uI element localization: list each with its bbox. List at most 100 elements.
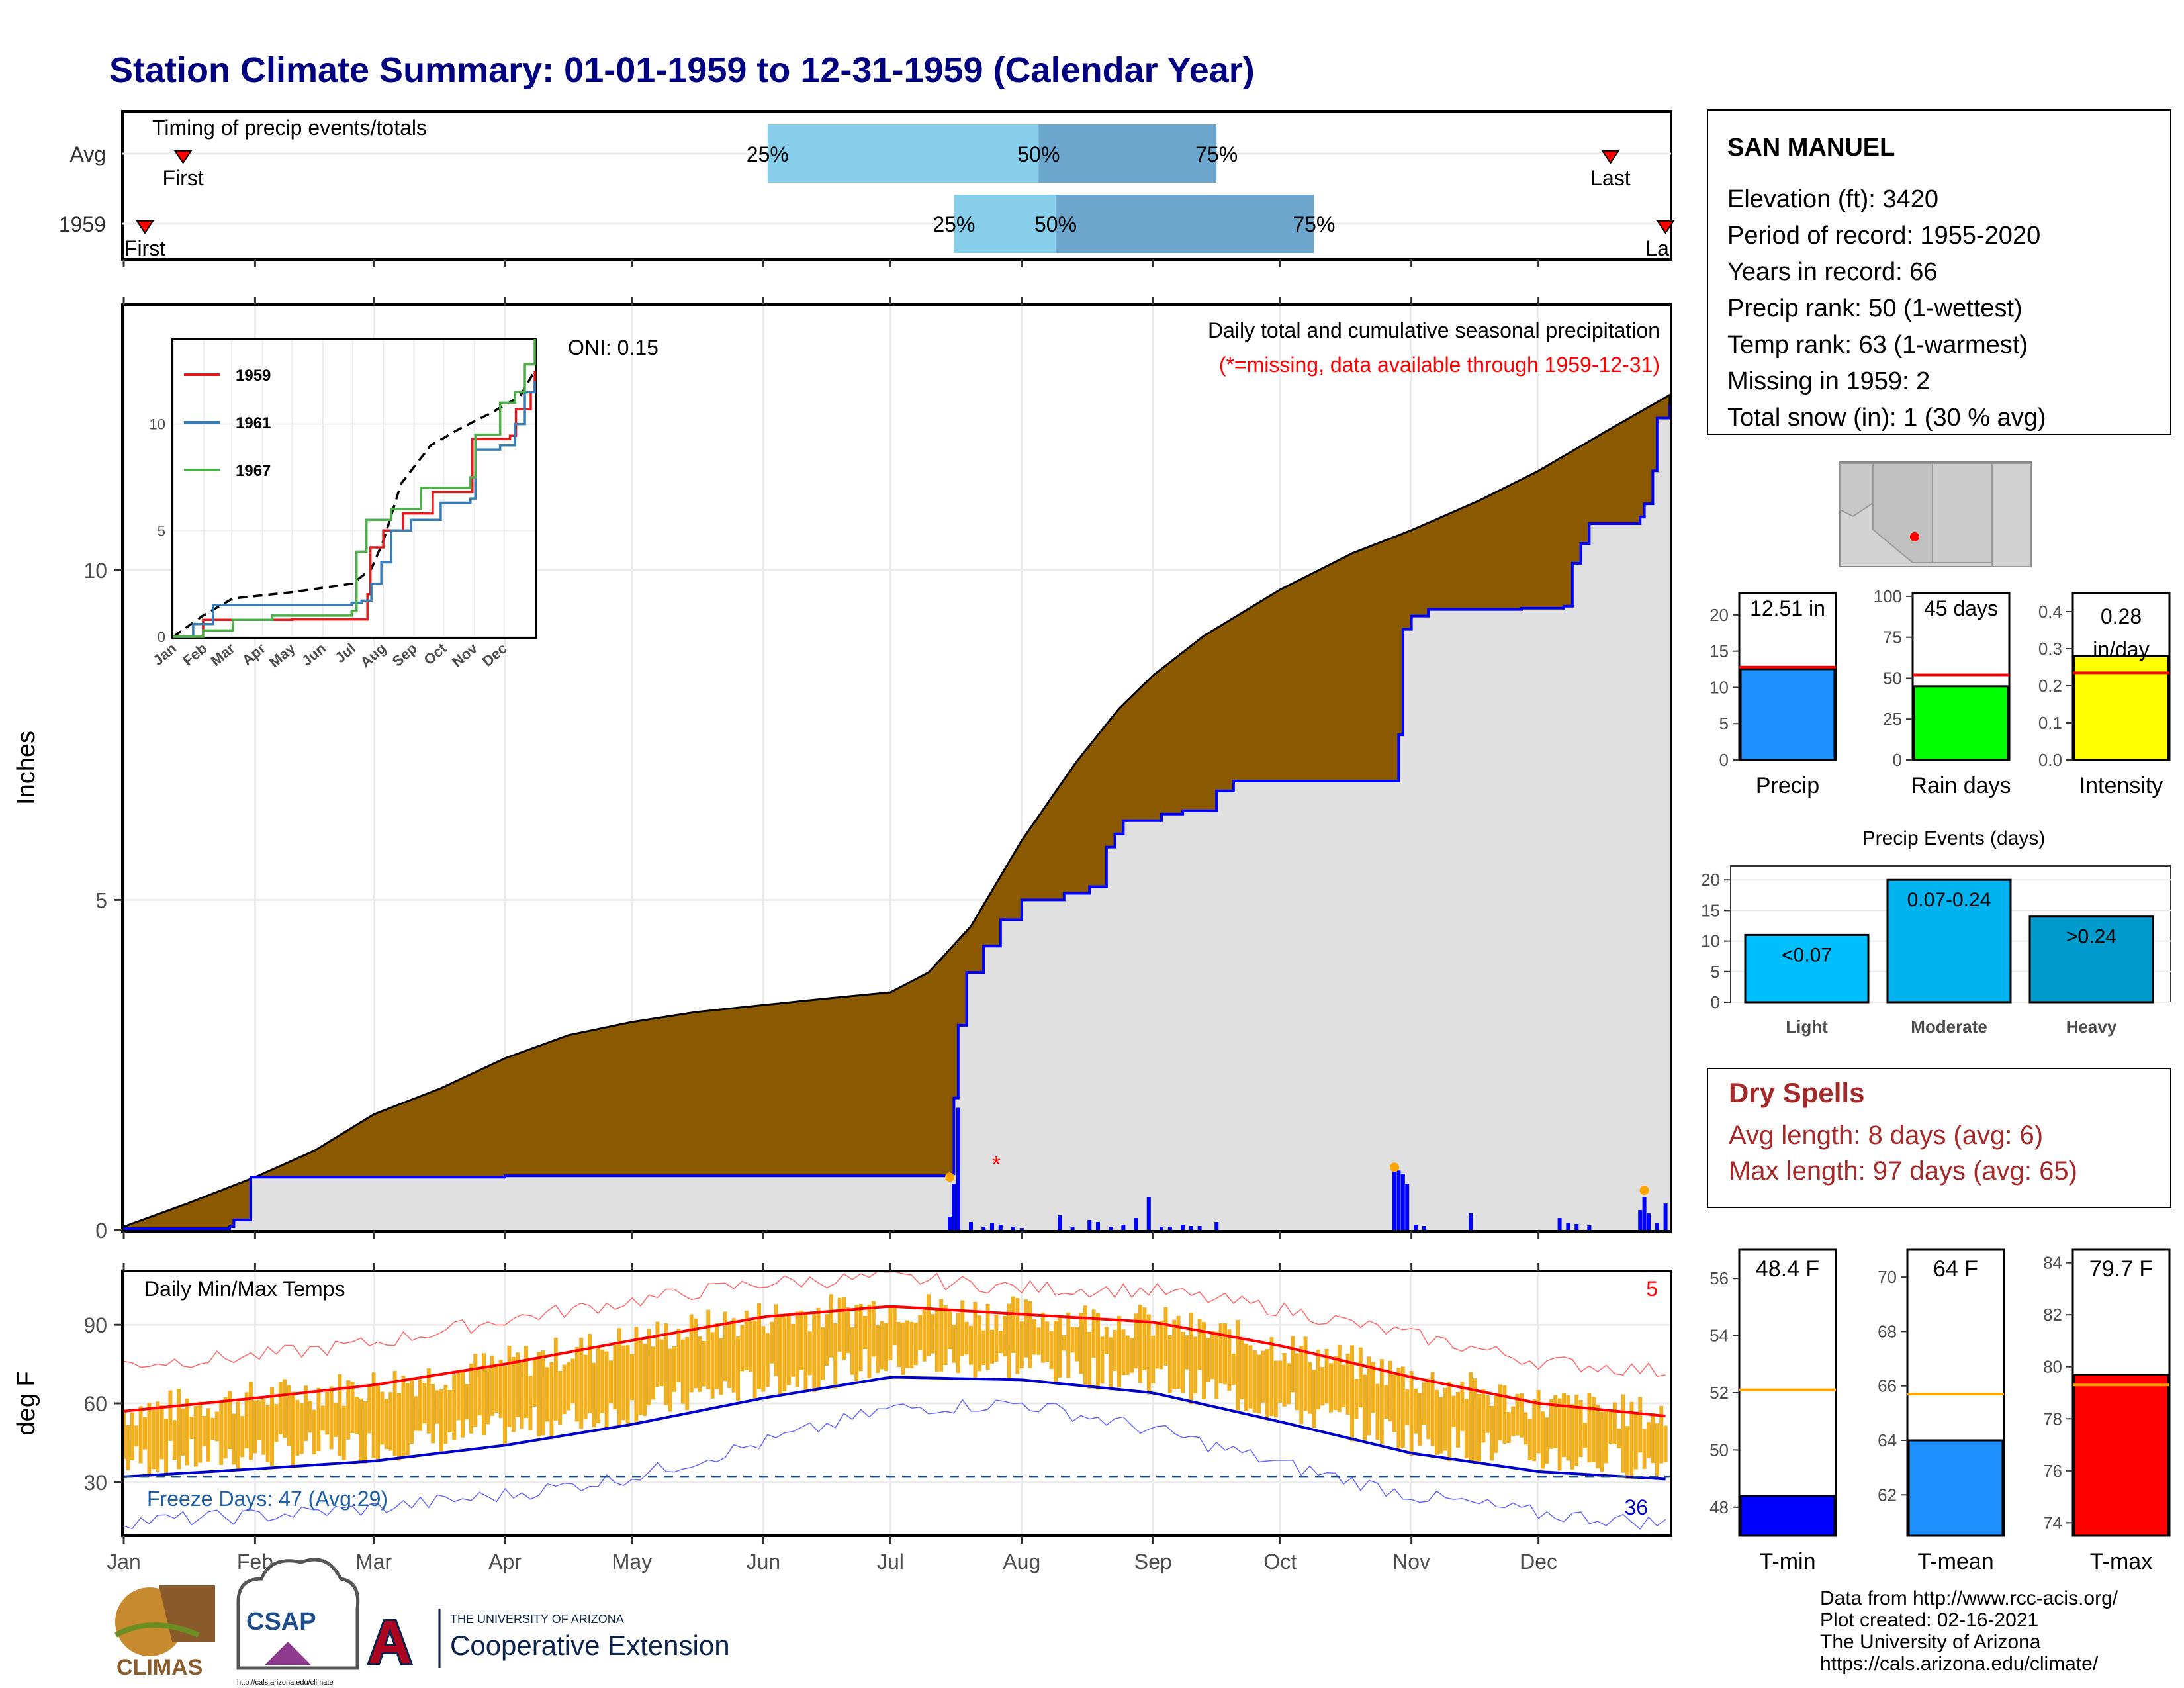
daily-temp-bar — [1520, 1393, 1524, 1438]
tmean-value-label: 64 F — [1933, 1256, 1978, 1282]
daily-temp-bar — [1278, 1360, 1283, 1403]
daily-temp-bar — [778, 1313, 782, 1396]
daily-temp-bar — [998, 1331, 1003, 1354]
daily-temp-bar — [1054, 1321, 1058, 1383]
dry-spells-title: Dry Spells — [1729, 1077, 1864, 1108]
daily-temp-bar — [558, 1370, 563, 1425]
daily-temp-bar — [1231, 1354, 1236, 1385]
daily-temp-bar — [1647, 1422, 1651, 1458]
daily-temp-bar — [1430, 1372, 1435, 1446]
daily-temp-bar — [812, 1314, 817, 1393]
daily-temp-bar — [138, 1406, 143, 1464]
daily-temp-bar — [1460, 1382, 1465, 1431]
daily-precip-bar — [1655, 1223, 1659, 1230]
daily-temp-bar — [482, 1353, 486, 1436]
mini-y-tick-label: 50 — [1883, 668, 1902, 688]
mini-y-tick-label: 56 — [1709, 1268, 1729, 1288]
daily-temp-bar — [1367, 1356, 1371, 1436]
daily-temp-bar — [299, 1403, 304, 1454]
rain-days-bar — [1913, 685, 2009, 761]
events-y-tick-label: 15 — [1701, 900, 1720, 920]
daily-temp-bar — [1342, 1364, 1346, 1408]
daily-temp-bar — [761, 1326, 766, 1392]
daily-temp-bar — [270, 1387, 274, 1466]
daily-temp-bar — [630, 1354, 634, 1401]
daily-temp-bar — [1414, 1389, 1418, 1434]
daily-temp-bar — [837, 1297, 842, 1352]
temp-corner-count: 5 — [1646, 1277, 1658, 1301]
daily-temp-bar — [786, 1315, 791, 1385]
daily-temp-bar — [1320, 1367, 1325, 1406]
precip-event-category: Heavy — [2066, 1017, 2117, 1037]
precip-plot-frame — [121, 303, 1672, 1233]
daily-temp-bar — [1405, 1389, 1410, 1425]
t-min-box — [1738, 1248, 1837, 1537]
daily-temp-bar — [884, 1323, 888, 1372]
mini-y-tick-label: 70 — [1878, 1267, 1897, 1287]
daily-temp-bar — [685, 1336, 690, 1411]
daily-temp-bar — [447, 1389, 452, 1432]
daily-temp-bar — [740, 1325, 745, 1372]
daily-temp-bar — [1142, 1307, 1147, 1370]
tmin-value-label: 48.4 F — [1756, 1256, 1819, 1282]
inset-series-1961 — [173, 381, 536, 638]
daily-temp-bar — [765, 1333, 770, 1387]
daily-temp-bar — [1218, 1323, 1223, 1383]
daily-temp-bar — [1295, 1353, 1299, 1411]
daily-temp-bar — [1240, 1339, 1244, 1400]
daily-temp-bar — [334, 1403, 338, 1437]
ua-small-text: THE UNIVERSITY OF ARIZONA — [450, 1613, 624, 1626]
daily-temp-bar — [1299, 1346, 1304, 1425]
daily-temp-bar — [876, 1325, 880, 1373]
daily-temp-bar — [1515, 1393, 1520, 1436]
daily-temp-bar — [977, 1315, 981, 1372]
daily-temp-bar — [744, 1310, 749, 1370]
month-label: May — [612, 1550, 652, 1573]
daily-temp-bar — [287, 1385, 291, 1446]
record-min-line — [123, 1399, 1666, 1530]
month-label: Aug — [1003, 1550, 1040, 1573]
daily-temp-bar — [164, 1419, 168, 1476]
daily-temp-bar — [1617, 1428, 1621, 1449]
daily-precip-bar — [1566, 1223, 1570, 1230]
daily-temp-bar — [346, 1380, 351, 1440]
daily-temp-bar — [452, 1374, 457, 1440]
events-y-tick-label: 10 — [1701, 931, 1720, 951]
daily-temp-bar — [816, 1307, 821, 1388]
precip-y-label: Inches — [13, 731, 40, 805]
daily-temp-bar — [807, 1331, 812, 1376]
daily-precip-bar — [1422, 1226, 1426, 1230]
daily-temp-bar — [994, 1315, 999, 1362]
temp-y-tick-label: 30 — [83, 1471, 107, 1495]
precip-caption: Daily total and cumulative seasonal prec… — [1208, 318, 1660, 342]
daily-temp-bar — [1562, 1393, 1566, 1458]
daily-temp-bar — [1566, 1395, 1570, 1461]
last-event-marker — [1656, 220, 1675, 234]
daily-temp-bar — [749, 1321, 753, 1372]
temp-y-tick-label: 60 — [83, 1392, 107, 1416]
daily-temp-bar — [426, 1368, 431, 1434]
daily-temp-bar — [1545, 1417, 1549, 1464]
daily-temp-bar — [1282, 1352, 1287, 1407]
daily-precip-bar — [1392, 1167, 1396, 1230]
daily-temp-bar — [1629, 1401, 1634, 1479]
daily-temp-bar — [689, 1314, 694, 1393]
timing-p25-label: 25% — [933, 212, 975, 236]
timing-p25-label: 25% — [747, 142, 789, 166]
daily-temp-bar — [291, 1391, 295, 1468]
daily-temp-bar — [956, 1313, 960, 1373]
footer-line: https://cals.arizona.edu/climate/ — [1820, 1653, 2099, 1675]
timing-p75-label: 75% — [1293, 212, 1335, 236]
daily-temp-bar — [1146, 1314, 1151, 1395]
daily-temp-bar — [736, 1336, 740, 1401]
daily-temp-bar — [312, 1409, 316, 1455]
daily-precip-bar — [1647, 1213, 1651, 1230]
daily-temp-bar — [567, 1362, 570, 1411]
daily-temp-bar — [202, 1415, 206, 1446]
daily-temp-bar — [1358, 1347, 1363, 1408]
temp-y-tick-label: 90 — [83, 1313, 107, 1337]
daily-temp-bar — [405, 1383, 410, 1456]
daily-temp-bar — [1040, 1313, 1045, 1363]
inset-legend-label: 1961 — [236, 414, 271, 432]
daily-temp-bar — [973, 1301, 978, 1380]
